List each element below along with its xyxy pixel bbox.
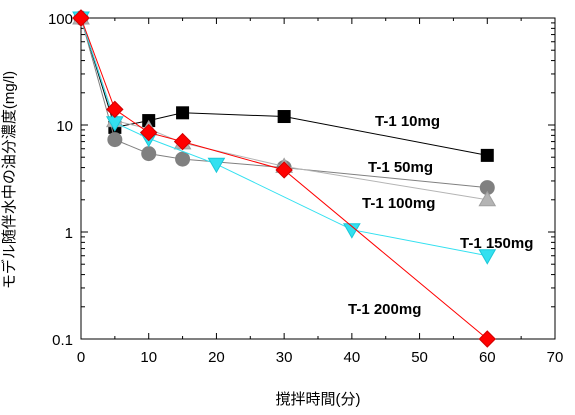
data-point-diamond xyxy=(275,161,293,179)
data-point-triangle-up xyxy=(478,190,497,207)
data-point-diamond xyxy=(140,123,158,142)
data-point-diamond xyxy=(173,132,192,151)
x-tick-label: 20 xyxy=(208,349,225,366)
x-tick-label: 0 xyxy=(77,349,85,366)
x-tick-label: 50 xyxy=(411,349,428,366)
data-point-circle xyxy=(175,151,191,167)
x-axis-title: 撹拌時間(分) xyxy=(276,391,361,408)
data-point-square xyxy=(480,148,494,162)
plot-frame xyxy=(80,17,556,340)
x-tick-label: 70 xyxy=(547,349,564,366)
data-point-diamond xyxy=(478,330,496,348)
series-line xyxy=(80,17,488,257)
series-label: T-1 100mg xyxy=(362,195,435,212)
data-point-circle xyxy=(107,132,123,148)
x-tick-label: 60 xyxy=(479,349,496,366)
x-tick-label: 40 xyxy=(344,349,361,366)
y-axis-title: モデル随伴水中の油分濃度(mg/l) xyxy=(0,71,18,289)
x-tick-label: 10 xyxy=(140,349,157,366)
y-tick-label: 0.1 xyxy=(52,332,73,349)
series-4: T-1 150mg xyxy=(72,11,533,265)
series-1: T-1 10mg xyxy=(74,11,494,162)
series-label: T-1 150mg xyxy=(460,235,533,252)
data-point-diamond xyxy=(106,100,124,119)
y-tick-label: 1 xyxy=(65,225,73,242)
y-tick-label: 10 xyxy=(56,118,73,135)
data-point-square xyxy=(277,110,291,124)
series-line xyxy=(80,17,488,340)
x-tick-label: 30 xyxy=(276,349,293,366)
y-tick-label: 100 xyxy=(48,11,73,28)
data-point-triangle-down xyxy=(207,157,226,174)
series-label: T-1 200mg xyxy=(348,301,421,318)
data-point-triangle-down xyxy=(478,249,497,265)
series-line xyxy=(80,17,488,201)
data-point-diamond xyxy=(72,9,90,27)
data-point-square xyxy=(176,106,190,120)
data-point-circle xyxy=(141,146,157,162)
data-point-triangle-down xyxy=(342,223,361,239)
series-label: T-1 10mg xyxy=(375,113,440,130)
series-layer: T-1 10mg T-1 50mg T-1 100mg T-1 150mg T-1 20… xyxy=(72,8,533,348)
series-5: T-1 200mg xyxy=(72,9,496,348)
series-label: T-1 50mg xyxy=(368,159,433,176)
